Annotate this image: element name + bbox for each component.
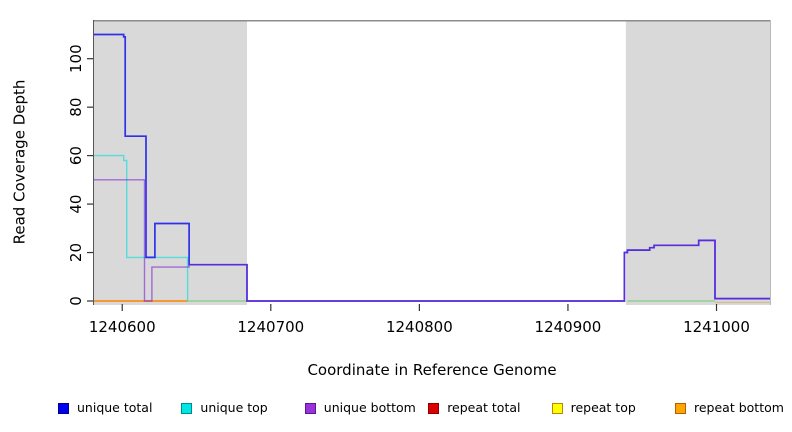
x-tick-label: 1240800 [386,318,453,336]
y-tick-label: 0 [67,296,85,306]
legend-label: repeat top [570,400,636,415]
legend-label: unique top [200,400,268,415]
x-tick-label: 1240700 [237,318,304,336]
series-unique-top-line [94,154,189,301]
right-repeat-region [625,20,770,305]
y-tick-label: 60 [67,146,85,165]
left-repeat-region [94,20,248,305]
legend-label: repeat bottom [694,400,784,415]
y-tick-label: 20 [67,243,85,262]
series-unique-bottom-line [94,179,770,302]
y-tick-label: 40 [67,195,85,214]
y-tick-label: 100 [67,44,85,73]
legend-label: unique bottom [323,400,416,415]
legend-swatch-unique-total [58,403,69,414]
legend-swatch-repeat-top [551,403,563,414]
y-tick-label: 80 [67,98,85,117]
x-tick-label: 1240900 [535,318,602,336]
x-tick-label: 1241000 [683,318,750,336]
legend-label: repeat total [447,400,521,415]
legend-label: unique total [77,400,153,415]
legend: unique total unique top unique bottom repea… [0,399,792,423]
x-tick-label: 1240600 [89,318,156,336]
legend-swatch-unique-top [181,403,193,414]
legend-swatch-repeat-total [428,403,440,414]
x-axis-title: Coordinate in Reference Genome [307,361,557,379]
y-axis-title: Read Coverage Depth [10,79,29,245]
legend-swatch-unique-bottom [304,403,316,414]
legend-swatch-repeat-bottom [675,403,686,414]
